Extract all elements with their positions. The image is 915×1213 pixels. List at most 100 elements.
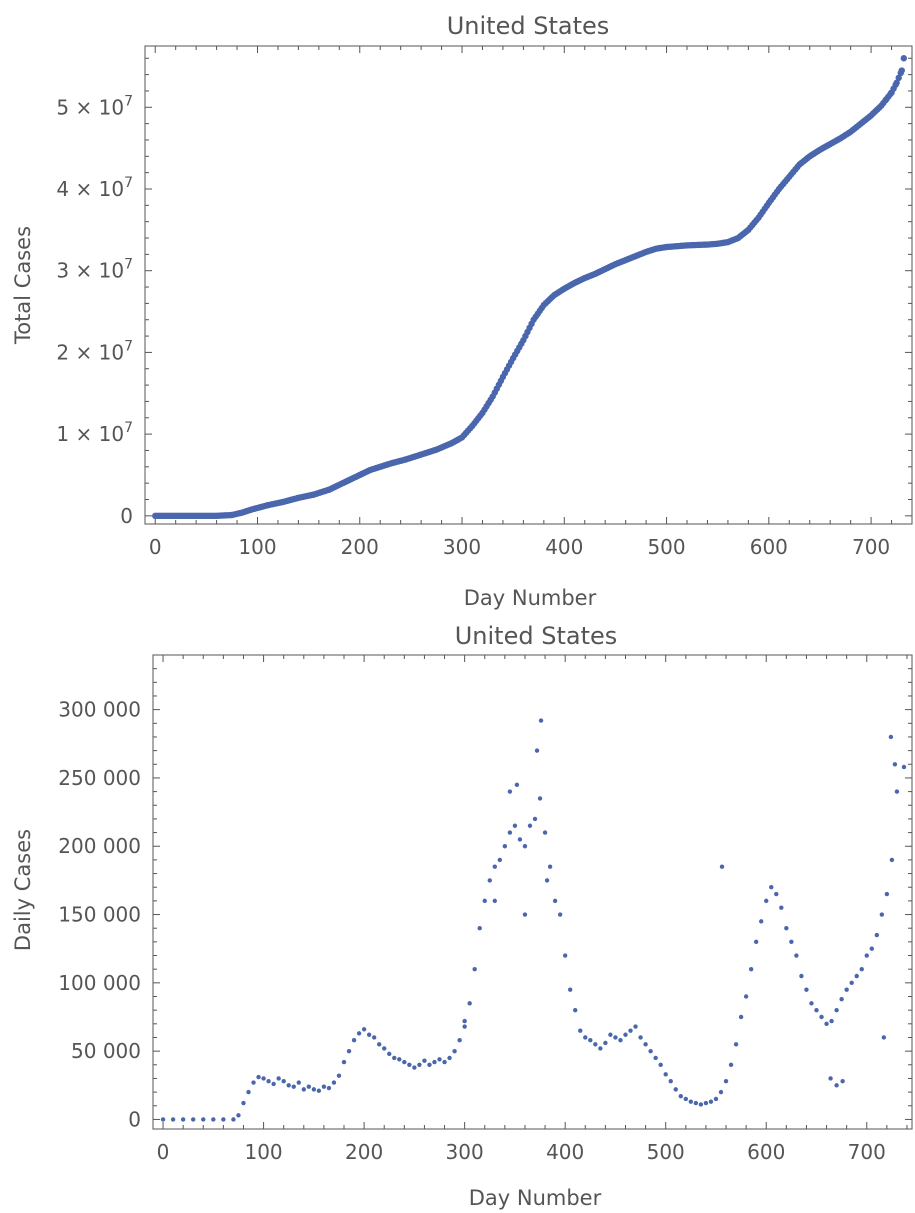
data-point bbox=[829, 1018, 834, 1024]
x-tick-label: 700 bbox=[852, 535, 890, 559]
y-ticks: 0 50 000 100 000 150 000 200 000 250 000 300 0… bbox=[58, 668, 912, 1131]
data-point bbox=[573, 1007, 578, 1013]
data-point bbox=[583, 1035, 588, 1040]
data-point bbox=[728, 1062, 734, 1067]
data-point bbox=[753, 939, 759, 945]
data-point bbox=[748, 966, 754, 972]
data-point bbox=[578, 1028, 583, 1033]
data-point bbox=[834, 1083, 839, 1088]
data-point bbox=[618, 1038, 623, 1043]
data-point bbox=[447, 1055, 452, 1061]
data-point bbox=[723, 1078, 729, 1084]
data-point bbox=[804, 987, 809, 992]
data-point bbox=[678, 1094, 683, 1099]
chart-title: United States bbox=[447, 12, 610, 40]
data-point bbox=[467, 1001, 472, 1006]
data-point bbox=[703, 1100, 709, 1106]
data-point bbox=[251, 1080, 256, 1085]
data-point bbox=[828, 1076, 833, 1081]
data-point bbox=[402, 1059, 407, 1065]
y-tick-label: 0 bbox=[128, 1107, 141, 1131]
data-point bbox=[316, 1088, 322, 1093]
data-point bbox=[718, 1089, 724, 1095]
data-point bbox=[376, 1042, 382, 1047]
data-point bbox=[266, 1078, 271, 1084]
x-tick-label: 700 bbox=[848, 1140, 886, 1164]
data-point bbox=[160, 1117, 166, 1122]
data-point bbox=[658, 1062, 663, 1067]
data-points bbox=[160, 718, 907, 1122]
data-point bbox=[844, 987, 849, 992]
data-point bbox=[397, 1057, 402, 1062]
data-point bbox=[412, 1065, 417, 1070]
data-point bbox=[211, 1117, 216, 1122]
data-point bbox=[567, 987, 573, 992]
data-point bbox=[648, 1048, 653, 1054]
data-point bbox=[417, 1062, 422, 1067]
data-point bbox=[668, 1078, 673, 1084]
data-point bbox=[557, 912, 563, 917]
data-point bbox=[824, 1021, 829, 1027]
x-tick-label: 300 bbox=[446, 1140, 484, 1164]
y-tick-mantissa: 1 × 10 bbox=[56, 422, 124, 446]
y-tick-label: 5 × 107 bbox=[56, 93, 133, 119]
data-point bbox=[603, 1040, 608, 1046]
data-point bbox=[477, 925, 482, 931]
data-point bbox=[517, 837, 523, 842]
data-point bbox=[864, 953, 869, 958]
x-tick-label: 100 bbox=[238, 535, 276, 559]
y-tick-label: 50 000 bbox=[71, 1039, 141, 1063]
data-point bbox=[593, 1042, 598, 1047]
data-point bbox=[522, 844, 528, 849]
data-point bbox=[779, 905, 784, 910]
y-tick-exponent: 7 bbox=[124, 257, 133, 273]
x-tick-label: 500 bbox=[647, 535, 685, 559]
data-point bbox=[387, 1051, 392, 1057]
x-ticks: 0 100 200 300 400 500 600 700 bbox=[157, 655, 908, 1164]
data-point bbox=[482, 898, 487, 904]
data-point bbox=[819, 1014, 824, 1020]
data-point bbox=[346, 1048, 352, 1054]
data-point bbox=[492, 898, 498, 904]
data-point bbox=[407, 1062, 412, 1067]
data-point bbox=[552, 898, 558, 904]
x-tick-label: 600 bbox=[750, 535, 788, 559]
data-point bbox=[769, 885, 774, 890]
data-point bbox=[507, 830, 513, 835]
data-point bbox=[698, 1102, 704, 1107]
y-tick-mantissa: 2 × 10 bbox=[56, 340, 124, 364]
data-point bbox=[608, 1032, 613, 1037]
data-point bbox=[840, 1078, 845, 1084]
data-point bbox=[191, 1117, 196, 1122]
y-tick-label: 100 000 bbox=[58, 971, 141, 995]
data-point bbox=[201, 1117, 206, 1122]
y-tick-mantissa: 4 × 10 bbox=[56, 177, 124, 201]
data-point bbox=[361, 1027, 367, 1032]
x-axis-label: Day Number bbox=[469, 1186, 602, 1210]
x-tick-label: 300 bbox=[443, 535, 481, 559]
data-point bbox=[743, 994, 749, 999]
data-point bbox=[301, 1087, 306, 1092]
data-point bbox=[900, 55, 908, 62]
data-point bbox=[527, 823, 533, 828]
chart-title: United States bbox=[455, 622, 618, 650]
y-tick-exponent: 7 bbox=[124, 93, 133, 109]
data-point bbox=[351, 1038, 357, 1043]
data-point bbox=[472, 966, 477, 972]
data-point bbox=[281, 1078, 286, 1084]
y-tick-exponent: 7 bbox=[124, 420, 133, 436]
data-point bbox=[392, 1055, 397, 1061]
y-tick-label: 0 bbox=[120, 504, 133, 528]
data-point bbox=[522, 912, 528, 917]
data-point bbox=[537, 796, 543, 801]
data-point bbox=[892, 762, 898, 767]
x-tick-label: 0 bbox=[157, 1140, 170, 1164]
data-point bbox=[562, 953, 568, 958]
plot-frame bbox=[152, 654, 913, 1130]
data-point bbox=[653, 1055, 658, 1061]
data-point bbox=[276, 1076, 281, 1081]
data-point bbox=[789, 939, 794, 945]
data-point bbox=[256, 1074, 261, 1080]
data-point bbox=[514, 782, 520, 787]
